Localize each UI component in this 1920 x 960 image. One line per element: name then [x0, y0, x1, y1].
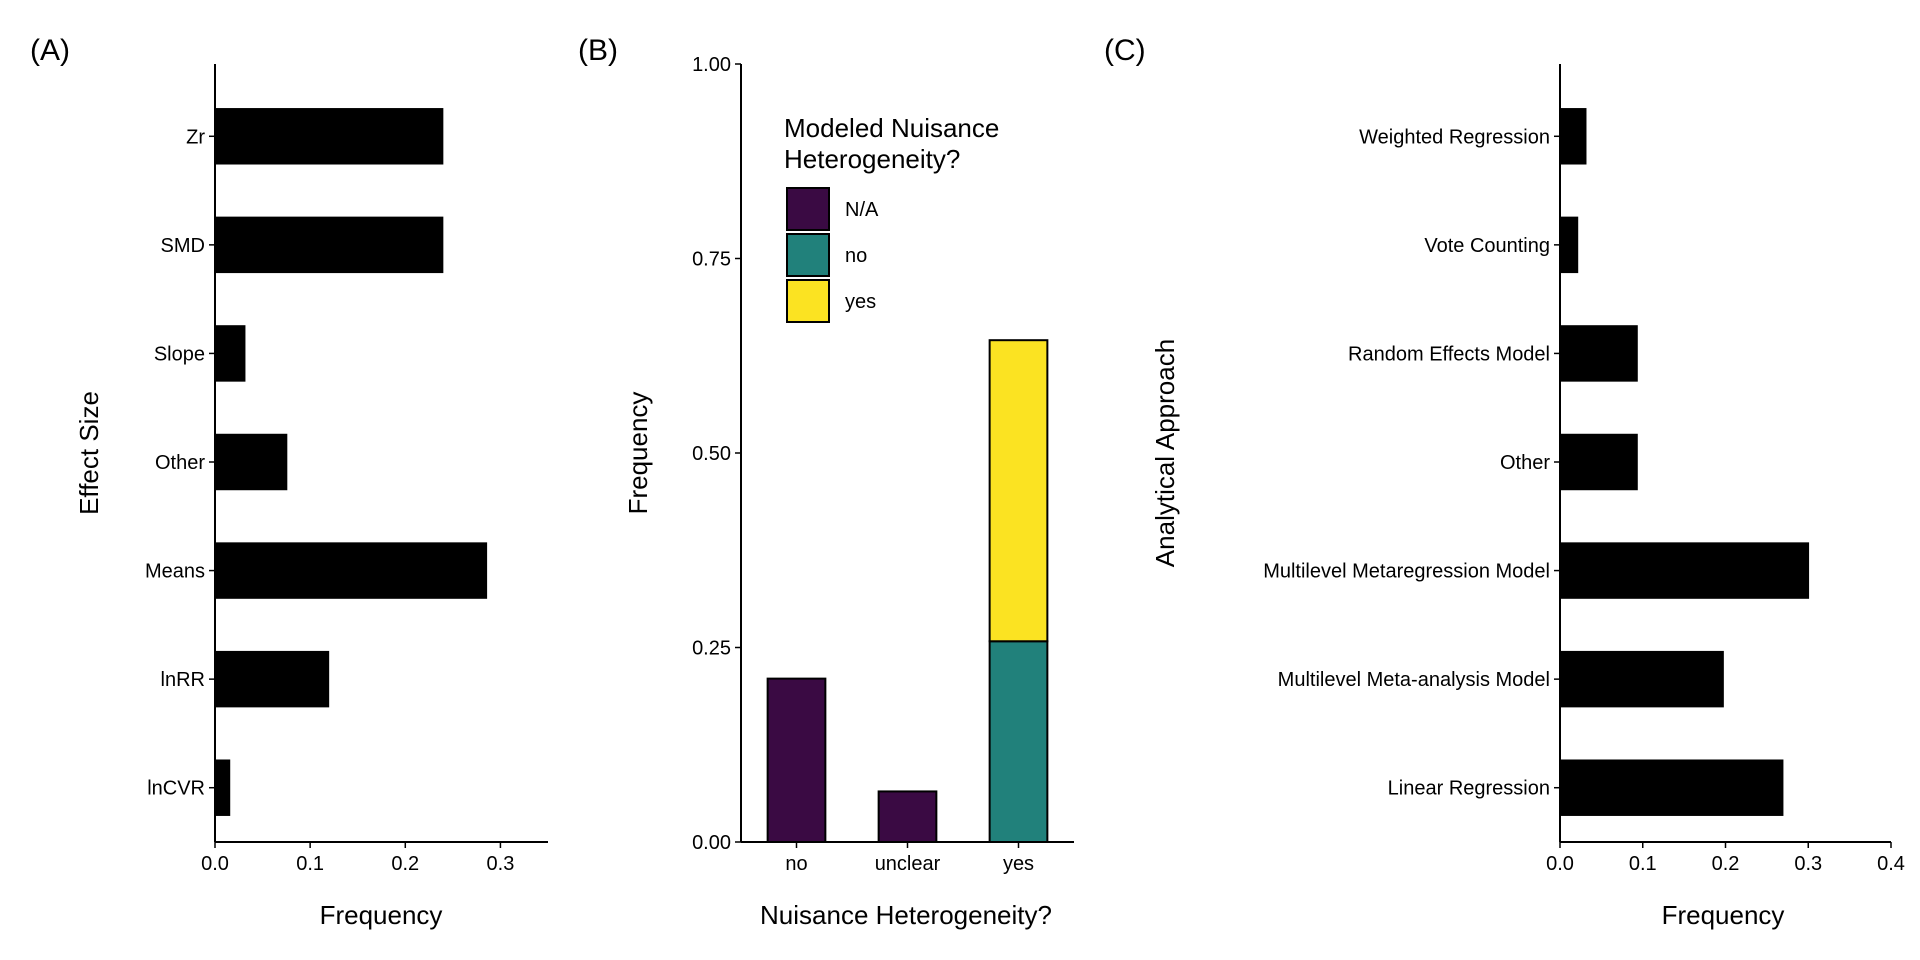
panel-c-x-tick-label-1: 0.1: [1629, 853, 1657, 875]
legend-label-0: N/A: [845, 199, 879, 221]
panel-a-y-tick-label-6: lnCVR: [147, 778, 205, 800]
panel-c-x-tick-label-3: 0.3: [1794, 853, 1822, 875]
panel-b-y-tick-label-4: 1.00: [692, 54, 731, 76]
panel-b-bar-1-series-0: [877, 790, 938, 843]
panel-a-bar-1: [215, 216, 444, 274]
panel-c-axes: Weighted Regression Vote Counting Random E…: [1263, 64, 1905, 875]
panel-b-y-tick-label-1: 0.25: [692, 638, 731, 660]
panel-b-y-tick-label-0: 0.00: [692, 832, 731, 854]
legend-swatch-1: [786, 233, 830, 277]
panel-a-bar-6: [215, 759, 231, 816]
panel-b-bars: [766, 339, 1049, 843]
panel-c-bar-1: [1560, 216, 1579, 274]
panel-a-axes: Zr SMD Slope Other Means lnRR lnCVR 0.0 0.1 0.2 0.…: [145, 64, 548, 875]
panel-b-x-tick-label-0: no: [785, 853, 807, 875]
panel-a-x-tick-label-2: 0.2: [391, 853, 419, 875]
panel-a-y-tick-label-2: Slope: [154, 343, 205, 365]
panel-b-y-axis-title: Frequency: [623, 392, 653, 515]
panel-a-x-tick-label-3: 0.3: [487, 853, 515, 875]
panel-b-bar-2-series-2: [988, 339, 1049, 643]
panel-a-bar-2: [215, 325, 246, 382]
panel-b-legend: Modeled Nuisance Heterogeneity? N/A no yes: [784, 113, 999, 323]
panel-c-x-tick-label-4: 0.4: [1877, 853, 1905, 875]
panel-a-bars: [215, 108, 488, 816]
panel-c-y-tick-label-5: Multilevel Meta-analysis Model: [1278, 669, 1550, 691]
panel-b-x-tick-label-1: unclear: [875, 853, 941, 875]
panel-c-bars: [1560, 108, 1810, 816]
panel-b: (B) no unclear yes 0.00 0.25 0.50 0.75 1.00 Nui…: [578, 34, 1074, 930]
legend-title-line-2: Heterogeneity?: [784, 144, 960, 174]
panel-a-bar-4: [215, 542, 488, 599]
panel-a-label: (A): [30, 34, 70, 67]
panel-c-y-axis-title: Analytical Approach: [1150, 339, 1180, 567]
panel-a-x-tick-label-0: 0.0: [201, 853, 229, 875]
panel-b-label: (B): [578, 34, 618, 67]
legend-swatch-2: [786, 279, 830, 323]
panel-a-bar-3: [215, 433, 288, 491]
panel-a-y-tick-label-4: Means: [145, 561, 205, 583]
panel-a-y-axis-title: Effect Size: [74, 391, 104, 515]
panel-a-y-tick-label-3: Other: [155, 452, 205, 474]
legend-label-1: no: [845, 245, 867, 267]
panel-c-bar-5: [1560, 650, 1724, 708]
legend-swatch-0: [786, 187, 830, 231]
panel-b-y-tick-label-2: 0.50: [692, 443, 731, 465]
panel-c-y-tick-label-1: Vote Counting: [1424, 235, 1550, 257]
panel-c-bar-0: [1560, 108, 1587, 165]
panel-b-bar-0-series-0: [766, 677, 827, 843]
panel-c-bar-2: [1560, 325, 1638, 382]
panel-c-y-tick-label-4: Multilevel Metaregression Model: [1263, 561, 1550, 583]
panel-c-y-tick-label-3: Other: [1500, 452, 1550, 474]
panel-b-bar-2-series-1: [988, 640, 1049, 843]
panel-c-bar-6: [1560, 759, 1784, 816]
panel-c-y-tick-label-6: Linear Regression: [1388, 778, 1550, 800]
panel-b-axes: no unclear yes 0.00 0.25 0.50 0.75 1.00: [692, 54, 1074, 875]
panel-c-bar-4: [1560, 542, 1810, 599]
panel-b-y-tick-label-3: 0.75: [692, 249, 731, 271]
panel-c-x-tick-label-2: 0.2: [1712, 853, 1740, 875]
panel-c-bar-3: [1560, 433, 1638, 491]
panel-a-x-tick-label-1: 0.1: [296, 853, 324, 875]
panel-c-x-axis-title: Frequency: [1662, 900, 1785, 930]
legend-title-line-1: Modeled Nuisance: [784, 113, 999, 143]
panel-c: (C) Weighted Regression Vote Counting Rand…: [1104, 34, 1905, 930]
legend-keys: N/A no yes: [786, 187, 879, 323]
panel-a-bar-0: [215, 108, 444, 165]
panel-c-label: (C): [1104, 34, 1146, 67]
panel-b-x-tick-label-2: yes: [1003, 853, 1034, 875]
panel-b-x-axis-title: Nuisance Heterogeneity?: [760, 900, 1052, 930]
panel-a: (A) Zr SMD Slope Other Means lnRR lnCVR 0.0 0.1 0…: [30, 34, 548, 930]
panel-c-y-tick-label-0: Weighted Regression: [1359, 126, 1550, 148]
panel-c-y-tick-label-2: Random Effects Model: [1348, 343, 1550, 365]
panel-a-y-tick-label-5: lnRR: [161, 669, 205, 691]
panel-a-y-tick-label-1: SMD: [161, 235, 205, 257]
legend-label-2: yes: [845, 291, 876, 313]
panel-a-y-tick-label-0: Zr: [186, 126, 205, 148]
panel-a-bar-5: [215, 650, 330, 708]
panel-a-x-axis-title: Frequency: [320, 900, 443, 930]
panel-c-x-tick-label-0: 0.0: [1546, 853, 1574, 875]
